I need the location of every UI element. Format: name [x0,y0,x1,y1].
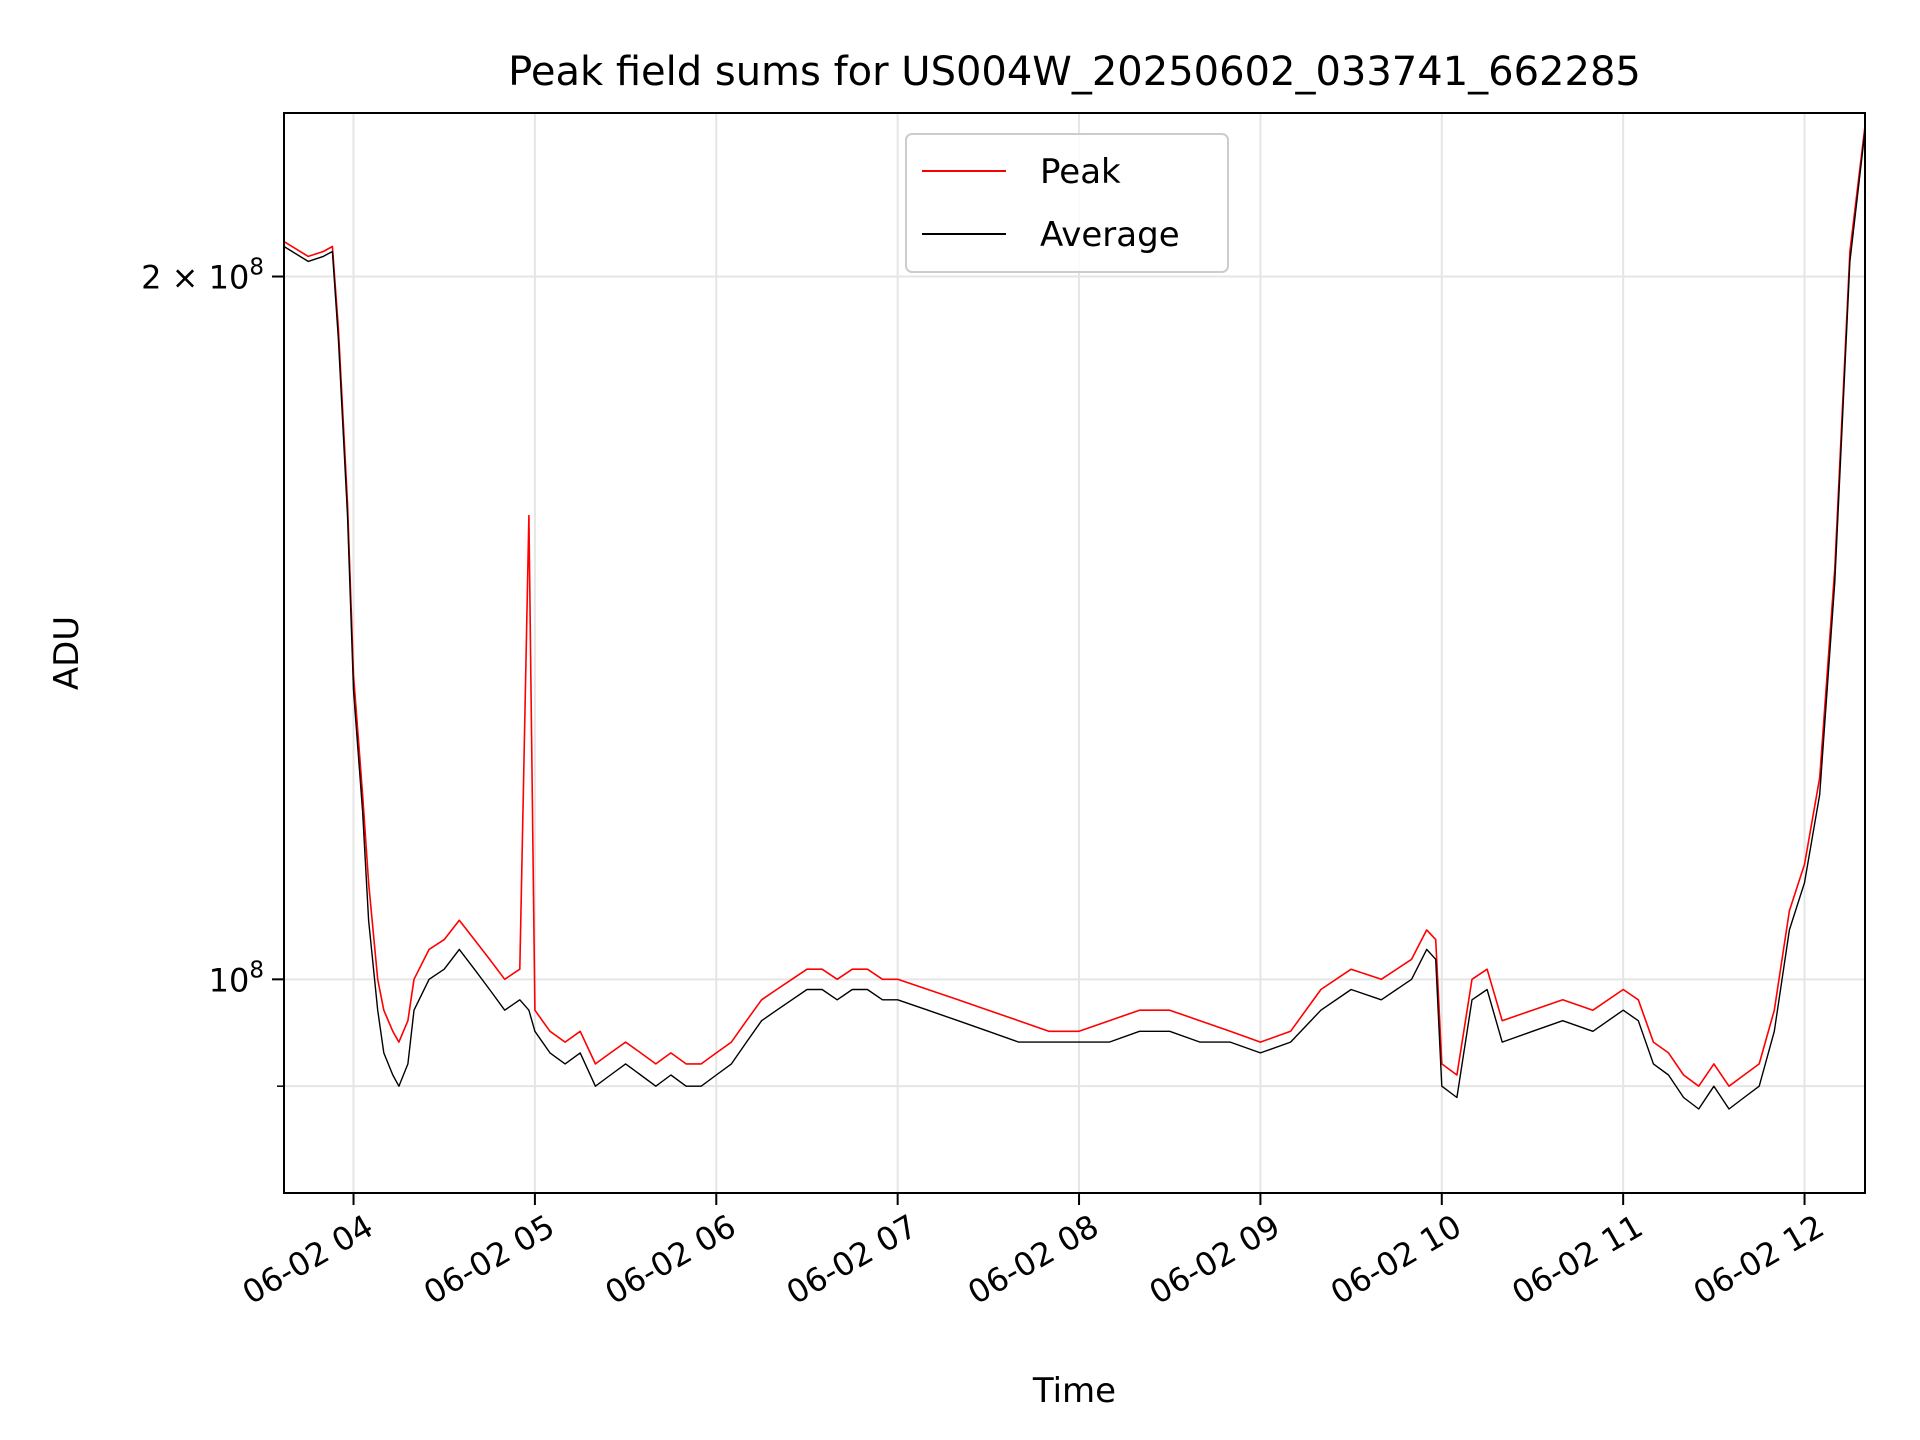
legend-label-peak: Peak [1040,152,1121,192]
plot-frame [283,112,1866,1194]
y-tick-label: 2 × 108 [141,255,264,297]
y-tick-label: 108 [209,957,264,999]
legend-label-average: Average [1040,215,1180,255]
x-tick-label: 06-02 11 [1506,1207,1650,1312]
legend-box [905,133,1229,273]
x-tick-label: 06-02 09 [1143,1207,1287,1312]
x-tick-label: 06-02 06 [599,1207,743,1312]
series-line-average [283,130,1866,1110]
x-axis-ticks: 06-02 04 06-02 05 06-02 06 06-02 07 06-02 08… [236,1193,1831,1312]
series-line-peak [283,125,1866,1087]
x-tick-label: 06-02 10 [1324,1207,1468,1312]
x-tick-label: 06-02 04 [236,1207,380,1312]
y-axis-ticks: 108 2 × 108 [141,255,284,1087]
x-tick-label: 06-02 12 [1687,1207,1831,1312]
series-layer [283,125,1866,1110]
x-axis-label: Time [1032,1371,1116,1411]
x-tick-label: 06-02 07 [780,1207,924,1312]
grid [284,113,1865,1193]
chart-title: Peak field sums for US004W_20250602_0337… [508,49,1641,95]
legend: Peak Average [905,133,1229,273]
x-tick-label: 06-02 05 [417,1207,561,1312]
x-tick-label: 06-02 08 [961,1207,1105,1312]
y-axis-label: ADU [47,616,87,690]
